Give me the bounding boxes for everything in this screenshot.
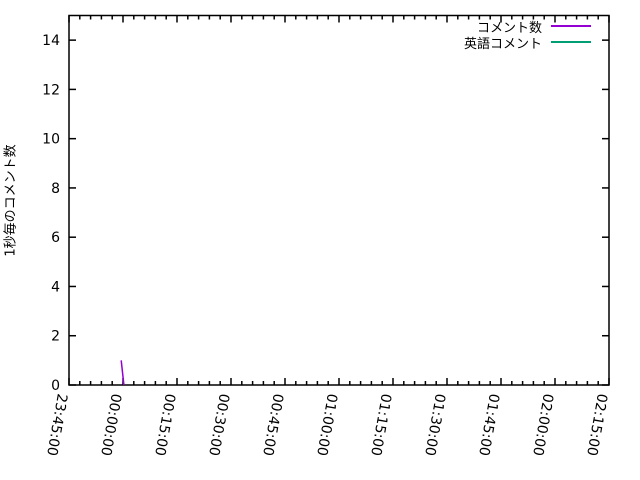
y-tick-label: 4	[51, 279, 60, 295]
x-tick-label: 01:00:00	[313, 392, 340, 457]
x-tick-label: 00:15:00	[151, 392, 178, 457]
y-tick-label: 14	[42, 33, 60, 49]
x-axis-ticks	[68, 15, 610, 385]
data-series	[120, 360, 125, 386]
x-tick-label: 23:45:00	[43, 392, 70, 457]
legend-item-comments: コメント数	[464, 18, 591, 36]
x-tick-label: 02:00:00	[529, 392, 556, 457]
y-tick-label: 6	[51, 230, 60, 246]
legend: コメント数 英語コメント	[463, 18, 591, 52]
x-tick-label: 02:15:00	[583, 392, 610, 457]
x-tick-label: 01:30:00	[421, 392, 448, 457]
x-tick-label: 01:15:00	[367, 392, 394, 457]
x-tick-label: 00:00:00	[97, 392, 124, 457]
x-tick-label: 00:45:00	[259, 392, 286, 457]
y-axis-title: 1秒毎のコメント数	[3, 144, 19, 257]
legend-label-comments: コメント数	[476, 20, 542, 36]
y-tick-label: 0	[51, 378, 60, 394]
y-tick-label: 12	[42, 82, 60, 98]
y-tick-label: 2	[51, 329, 60, 345]
legend-item-english-comments: 英語コメント	[463, 34, 591, 52]
x-tick-label: 00:30:00	[205, 392, 232, 457]
x-tick-labels: 23:45:00 00:00:00 00:15:00 00:30:00 00:45:00…	[43, 392, 610, 457]
y-tick-label: 10	[42, 132, 60, 148]
y-axis-ticks	[69, 39, 609, 386]
y-tick-labels: 0 2 4 6 8 10 12 14	[42, 33, 60, 394]
legend-label-english-comments: 英語コメント	[463, 36, 542, 52]
y-tick-label: 8	[51, 181, 60, 197]
series-line-0	[120, 360, 125, 386]
legend-line-swatch-comments	[551, 25, 591, 27]
plot-border	[68, 14, 610, 386]
x-tick-label: 01:45:00	[475, 392, 502, 457]
legend-line-swatch-english-comments	[551, 41, 591, 43]
